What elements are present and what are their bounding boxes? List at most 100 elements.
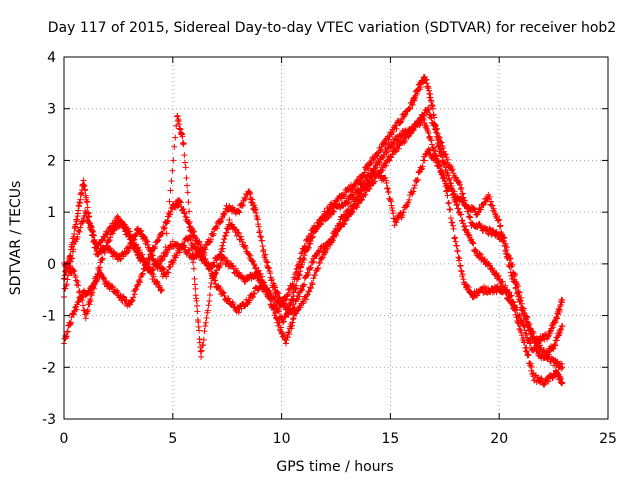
data-point (514, 283, 521, 290)
data-point (177, 199, 184, 206)
data-point (259, 237, 266, 244)
data-point (242, 278, 249, 285)
data-point (445, 199, 452, 206)
data-point (437, 168, 444, 175)
data-point (310, 258, 317, 265)
data-point (246, 297, 253, 304)
data-point (80, 177, 87, 184)
data-point (518, 294, 525, 301)
data-point (267, 293, 274, 300)
data-point (443, 154, 450, 161)
data-point (390, 129, 397, 136)
data-point (431, 120, 438, 127)
data-point (502, 248, 509, 255)
series-track-1 (61, 73, 566, 362)
data-point (382, 174, 389, 181)
data-point (531, 334, 538, 341)
data-point (547, 328, 554, 335)
data-point (110, 248, 117, 255)
data-point (63, 333, 70, 340)
data-point (486, 226, 493, 233)
data-point (229, 221, 236, 228)
data-point (194, 308, 201, 315)
data-point (165, 210, 172, 217)
data-point (307, 264, 314, 271)
data-point (293, 265, 300, 272)
data-point (207, 283, 214, 290)
data-point (511, 306, 518, 313)
data-point (137, 279, 144, 286)
data-point (306, 235, 313, 242)
data-point (433, 156, 440, 163)
data-point (225, 226, 232, 233)
data-point (143, 238, 150, 245)
data-point (70, 246, 77, 253)
data-point (494, 213, 501, 220)
data-point (307, 234, 314, 241)
data-point (425, 129, 432, 136)
data-point (298, 287, 305, 294)
data-point (318, 221, 325, 228)
data-point (559, 364, 566, 371)
data-point (437, 167, 444, 174)
data-point (301, 243, 308, 250)
data-point (301, 256, 308, 263)
data-point (213, 270, 220, 277)
data-point (329, 237, 336, 244)
data-point (549, 375, 556, 382)
data-point (305, 288, 312, 295)
data-point (273, 315, 280, 322)
data-point (443, 188, 450, 195)
data-point (514, 319, 521, 326)
data-point (79, 297, 86, 304)
data-point (545, 378, 552, 385)
data-point (406, 130, 413, 137)
data-point (465, 208, 472, 215)
data-point (185, 199, 192, 206)
data-point (433, 126, 440, 133)
data-point (296, 271, 303, 278)
data-point (507, 255, 514, 262)
data-point (82, 187, 89, 194)
data-point (279, 302, 286, 309)
data-point (232, 265, 239, 272)
data-point (198, 353, 205, 360)
data-point (437, 138, 444, 145)
data-point (456, 255, 463, 262)
data-point (68, 319, 75, 326)
data-point (89, 232, 96, 239)
data-point (307, 230, 314, 237)
data-point (195, 246, 202, 253)
data-point (433, 155, 440, 162)
data-point (393, 125, 400, 132)
data-point (470, 240, 477, 247)
data-point (239, 239, 246, 246)
data-point (305, 271, 312, 278)
data-point (107, 234, 114, 241)
data-point (72, 274, 79, 281)
data-point (204, 307, 211, 314)
data-points (61, 73, 566, 388)
data-point (260, 248, 267, 255)
data-point (516, 289, 523, 296)
data-point (139, 251, 146, 258)
data-point (414, 176, 421, 183)
data-point (521, 323, 528, 330)
data-point (541, 347, 548, 354)
data-point (353, 204, 360, 211)
data-point (96, 267, 103, 274)
data-point (99, 256, 106, 263)
data-point (288, 322, 295, 329)
data-point (180, 205, 187, 212)
data-point (220, 289, 227, 296)
data-point (155, 283, 162, 290)
data-point (383, 149, 390, 156)
data-point (363, 187, 370, 194)
data-point (135, 244, 142, 251)
data-point (218, 248, 225, 255)
data-point (181, 152, 188, 159)
data-point (467, 214, 474, 221)
data-point (275, 290, 282, 297)
data-point (416, 119, 423, 126)
